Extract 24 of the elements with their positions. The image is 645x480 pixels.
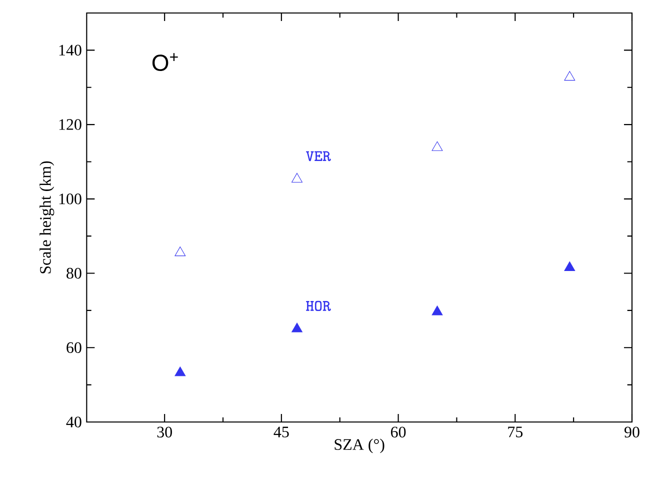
y-tick-label: 40	[66, 416, 82, 428]
x-tick-label: 90	[624, 426, 640, 438]
y-axis-title: Scale height (km)	[40, 161, 54, 274]
point	[564, 261, 576, 271]
point	[174, 246, 186, 256]
y-tick-label: 120	[59, 119, 82, 130]
point	[174, 366, 186, 376]
x-axis-title: SZA (°)	[334, 438, 384, 454]
point	[432, 306, 443, 316]
series-label: HOR	[306, 300, 331, 311]
y-tick-label: 100	[59, 194, 82, 204]
x-tick-label: 75	[508, 426, 523, 438]
y-tick-label: 80	[66, 268, 82, 279]
point	[564, 71, 576, 81]
x-tick-label: 45	[274, 426, 289, 438]
annotation: O$^{+}$	[152, 53, 178, 71]
series-label: VER	[306, 151, 331, 162]
y-tick-label: 140	[59, 44, 82, 56]
point	[292, 322, 302, 332]
y-tick-label: 60	[66, 342, 82, 354]
point	[432, 141, 443, 151]
x-tick-label: 30	[157, 426, 172, 438]
x-tick-label: 60	[390, 426, 406, 438]
point	[292, 172, 302, 182]
